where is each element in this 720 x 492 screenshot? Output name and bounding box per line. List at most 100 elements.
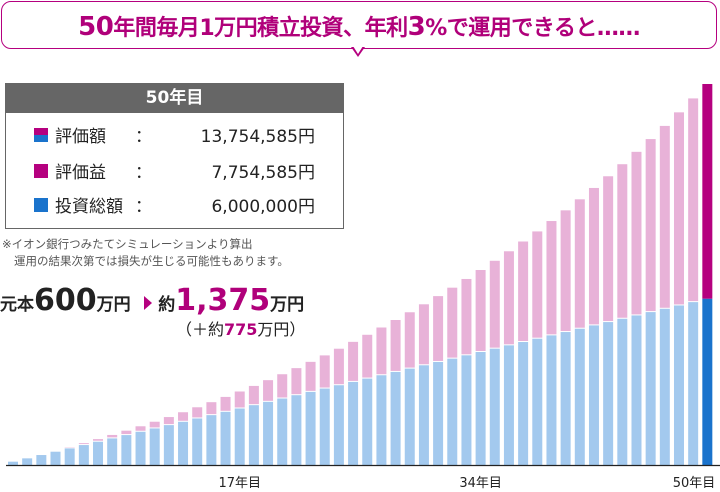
bar-gain-year-7 (93, 439, 104, 441)
bar-gain-year-21 (291, 368, 302, 395)
bar-invested-year-20 (277, 398, 288, 465)
bar-gain-year-33 (461, 278, 472, 355)
bar-gain-year-37 (518, 241, 529, 342)
bar-gain-year-9 (121, 430, 132, 435)
legend-value: 6,000,000円 (211, 197, 315, 217)
bar-gain-year-48 (673, 112, 684, 305)
bar-gain-year-25 (348, 341, 359, 381)
bar-invested-year-37 (518, 342, 529, 465)
bar-gain-year-27 (376, 327, 387, 375)
bar-gain-year-11 (149, 421, 160, 428)
legend-label: 評価額 (55, 127, 106, 147)
bar-gain-year-46 (645, 139, 656, 312)
bar-gain-year-45 (631, 151, 642, 315)
legend-value: 7,754,585円 (211, 163, 315, 183)
legend-label: 投資総額 (55, 197, 123, 217)
bar-invested-year-36 (503, 345, 514, 465)
bar-gain-year-23 (319, 355, 330, 388)
bar-gain-year-12 (163, 417, 174, 425)
bar-gain-year-10 (135, 426, 146, 431)
bar-invested-year-11 (149, 428, 160, 465)
legend-row-invested: 投資総額 ： 6,000,000円 (34, 192, 315, 217)
bar-gain-year-17 (234, 391, 245, 408)
headline-text-2: %で運用できると…… (425, 16, 640, 41)
bar-invested-year-16 (220, 411, 231, 465)
bar-gain-year-16 (220, 396, 231, 411)
bar-gain-year-41 (574, 199, 585, 328)
bar-invested-year-4 (50, 451, 61, 465)
bar-invested-year-45 (631, 315, 642, 465)
bar-gain-year-44 (617, 164, 628, 318)
bar-invested-year-47 (659, 308, 670, 465)
legend-swatch-gain (34, 163, 48, 178)
bar-invested-year-30 (418, 365, 429, 465)
summary: 元本600万円 約1,375万円 （＋約775万円） (0, 283, 305, 340)
footnote: ※イオン銀行つみたてシミュレーションより算出 運用の結果次第では損失が生じる可能… (2, 236, 289, 270)
gain-summary: （＋約775万円） (176, 316, 305, 340)
bar-invested-year-9 (121, 435, 132, 465)
bar-invested-year-15 (206, 415, 217, 465)
legend-box: 50年目 評価額 ： 13,754,585円 評価益 ： 7,754,585円 … (5, 83, 344, 229)
bar-gain-year-35 (489, 260, 500, 348)
legend-colon: ： (135, 197, 152, 217)
bar-invested-year-31 (433, 361, 444, 465)
gain-close: 万円） (257, 320, 306, 339)
bar-invested-year-12 (163, 425, 174, 465)
bar-invested-year-43 (603, 322, 614, 465)
gain-value: 775 (224, 320, 258, 339)
result-value: 1,375 (175, 283, 271, 318)
bar-gain-year-36 (503, 251, 514, 345)
headline-text-1: 年間毎月1万円積立投資、年利 (113, 16, 408, 41)
footnote-line-2: 運用の結果次第では損失が生じる可能性もあります。 (14, 254, 289, 268)
bar-gain-year-50 (702, 84, 713, 299)
bar-gain-year-6 (78, 443, 89, 445)
bar-invested-year-35 (489, 348, 500, 465)
bar-invested-year-21 (291, 395, 302, 465)
legend-colon: ： (135, 127, 152, 147)
bar-invested-year-29 (404, 368, 415, 465)
bar-invested-year-17 (234, 408, 245, 465)
bar-invested-year-24 (333, 385, 344, 465)
bar-invested-year-48 (673, 305, 684, 465)
bar-gain-year-42 (588, 187, 599, 325)
x-tick-label: 34年目 (459, 476, 502, 491)
legend-swatch-valuation (34, 127, 48, 142)
headline-title: 50年間毎月1万円積立投資、年利3%で運用できると…… (2, 10, 716, 42)
bar-gain-year-30 (418, 304, 429, 365)
bar-gain-year-18 (248, 385, 259, 405)
bar-gain-year-29 (404, 312, 415, 368)
bar-gain-year-15 (206, 402, 217, 415)
arrow-right-icon (144, 296, 153, 310)
bar-gain-year-47 (659, 125, 670, 308)
principal-value: 600 (34, 283, 97, 318)
bar-invested-year-39 (546, 335, 557, 465)
bar-gain-year-39 (546, 221, 557, 335)
bar-invested-year-28 (390, 371, 401, 465)
bar-invested-year-6 (78, 445, 89, 465)
bar-invested-year-3 (36, 455, 47, 465)
bar-invested-year-27 (376, 375, 387, 465)
bar-invested-year-38 (532, 338, 543, 465)
bar-invested-year-32 (447, 358, 458, 465)
bar-invested-year-2 (22, 458, 33, 465)
bar-invested-year-40 (560, 332, 571, 465)
result-prefix: 約 (158, 295, 176, 315)
legend-row-gain: 評価益 ： 7,754,585円 (34, 158, 315, 183)
principal-prefix: 元本 (0, 295, 34, 315)
bar-gain-year-22 (305, 361, 316, 391)
bar-invested-year-41 (574, 328, 585, 465)
headline-callout: 50年間毎月1万円積立投資、年利3%で運用できると…… (1, 1, 717, 49)
bar-invested-year-25 (348, 381, 359, 465)
bar-invested-year-34 (475, 351, 486, 465)
bar-invested-year-23 (319, 388, 330, 465)
bar-invested-year-7 (93, 441, 104, 465)
headline-years: 50 (78, 12, 114, 42)
bar-gain-year-24 (333, 348, 344, 385)
footnote-line-1: ※イオン銀行つみたてシミュレーションより算出 (2, 237, 253, 251)
bar-invested-year-46 (645, 312, 656, 465)
x-tick-label: 50年目 (673, 476, 716, 491)
legend-header: 50年目 (6, 84, 343, 113)
result-unit: 万円 (270, 295, 305, 315)
bar-gain-year-32 (447, 287, 458, 358)
